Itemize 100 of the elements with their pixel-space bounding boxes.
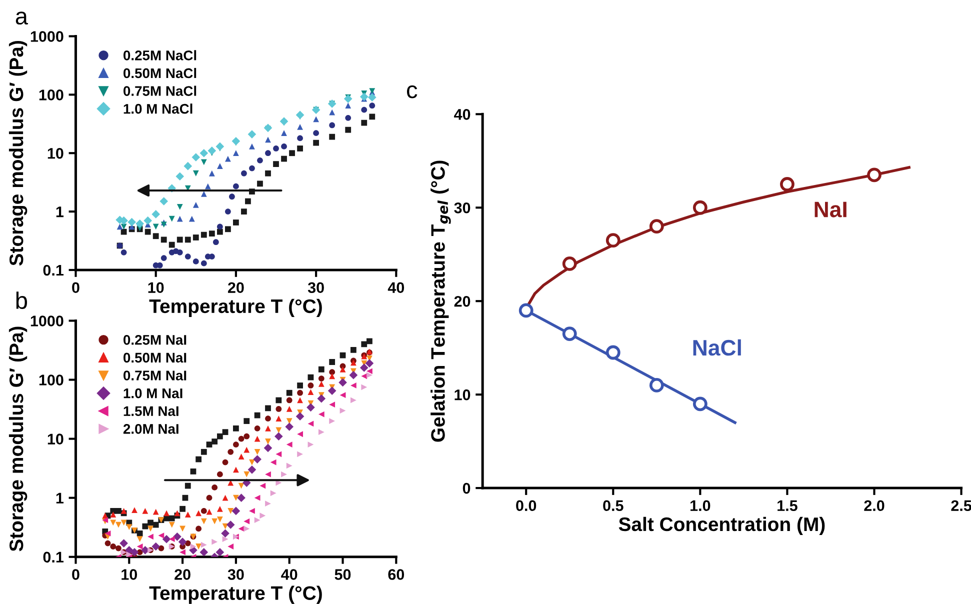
point: [249, 508, 255, 514]
point: [297, 390, 303, 396]
point: [228, 448, 234, 455]
point: [285, 422, 294, 431]
point: [120, 228, 127, 235]
y-tick-label: 0.1: [43, 552, 64, 563]
point: [257, 157, 263, 164]
point: [196, 456, 202, 462]
point: [176, 236, 183, 243]
point: [281, 156, 287, 162]
y-tick-label: 1000: [30, 316, 64, 326]
point: [184, 512, 191, 518]
point: [254, 412, 260, 418]
point: [176, 249, 183, 256]
y-tick-label: 100: [39, 374, 64, 386]
legend-label: 0.25M NaI: [124, 334, 186, 345]
point: [281, 471, 287, 478]
point: [192, 202, 199, 208]
point: [286, 397, 292, 404]
point: [296, 110, 304, 120]
point: [249, 144, 255, 150]
x-tick-label: 1.5: [778, 500, 798, 512]
point: [233, 442, 239, 448]
point: [245, 198, 251, 204]
point: [152, 508, 159, 515]
point: [276, 416, 282, 422]
point: [206, 494, 212, 501]
point: [649, 378, 664, 392]
point: [329, 373, 336, 380]
point: [130, 548, 139, 556]
point: [152, 210, 160, 218]
point: [233, 220, 239, 226]
x-axis-title: Temperature T (°C): [149, 298, 322, 317]
point: [318, 429, 324, 436]
point: [120, 508, 127, 514]
x-tick-label: 0: [72, 282, 80, 294]
point: [265, 170, 271, 176]
point: [360, 92, 368, 101]
point: [216, 142, 224, 151]
point: [318, 376, 324, 382]
point: [340, 366, 346, 372]
point: [254, 494, 260, 501]
point: [200, 232, 207, 238]
point: [265, 500, 271, 507]
point: [276, 397, 282, 404]
point: [116, 522, 122, 528]
point: [329, 418, 336, 424]
point: [212, 239, 219, 246]
y-tick-label: 1: [56, 492, 64, 504]
point: [110, 520, 116, 526]
point: [361, 120, 368, 126]
point: [562, 326, 577, 342]
point: [226, 520, 235, 529]
point: [224, 156, 231, 162]
chart-title: c: [407, 85, 418, 98]
legend-label: 0.75M NaI: [124, 370, 186, 380]
point: [142, 523, 148, 530]
point: [120, 224, 127, 230]
point: [192, 258, 199, 264]
point: [200, 159, 207, 166]
point: [368, 93, 376, 102]
point: [152, 542, 160, 551]
point: [182, 494, 188, 501]
y-axis-title: Storage modulus G′ (Pa): [8, 326, 28, 552]
point: [233, 425, 239, 432]
point: [212, 438, 218, 444]
point: [120, 539, 128, 548]
y-axis-title: Storage modulus G′ (Pa): [8, 41, 28, 266]
point: [244, 471, 250, 478]
x-tick-label: 50: [334, 569, 351, 580]
point: [168, 515, 175, 522]
point: [280, 117, 288, 126]
point: [144, 216, 152, 225]
point: [160, 197, 168, 206]
point: [196, 526, 202, 532]
point: [260, 482, 266, 489]
point: [224, 208, 231, 214]
point: [286, 462, 292, 469]
point: [345, 126, 352, 133]
y-tick-label: 10: [48, 148, 64, 159]
point: [313, 140, 320, 146]
point: [174, 510, 180, 516]
point: [132, 507, 138, 514]
point: [297, 146, 303, 152]
point: [237, 494, 246, 502]
point: [228, 544, 234, 550]
point: [780, 177, 794, 192]
point: [184, 482, 191, 489]
point: [249, 165, 255, 172]
point: [216, 163, 223, 170]
point: [216, 224, 223, 230]
point: [200, 518, 207, 524]
point: [136, 220, 144, 228]
point: [366, 368, 372, 374]
point: [120, 520, 127, 526]
x-axis-title: Temperature T (°C): [149, 586, 322, 604]
point: [296, 412, 304, 421]
legend-label: 0.75M NaCl: [124, 86, 196, 96]
point: [286, 390, 292, 396]
point: [329, 359, 336, 365]
